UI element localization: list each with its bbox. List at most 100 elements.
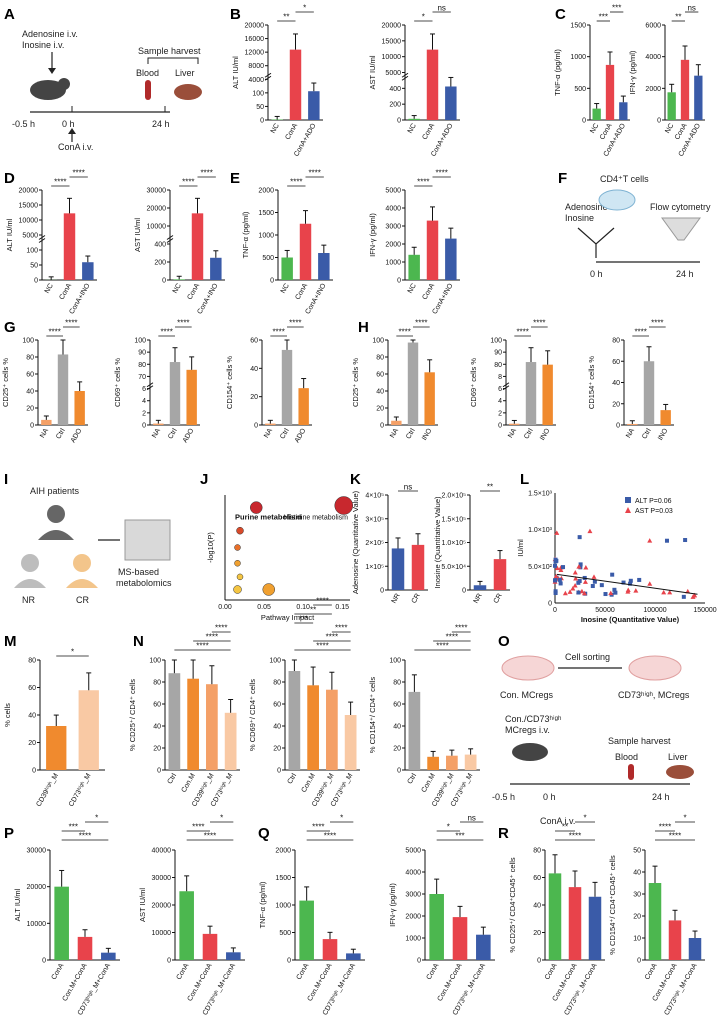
time-neg: -0.5 h <box>12 119 35 129</box>
y-tick-label: 0 <box>616 423 620 430</box>
sig-label: ** <box>562 823 568 832</box>
y-axis-label: CD25⁺ cells % <box>1 358 10 407</box>
sig-label: **** <box>436 642 448 651</box>
y-tick-label: 4 <box>142 398 146 405</box>
y-tick-label: 6 <box>142 386 146 393</box>
y-tick-label: 60 <box>26 372 34 379</box>
y-tick-label: 0 <box>380 588 384 595</box>
bar <box>299 901 314 960</box>
y-axis-label: CD154⁺ cells % <box>587 356 596 409</box>
sig-label: **** <box>455 624 467 633</box>
converge-arrows <box>578 228 614 244</box>
y-axis-label: AST IU/ml <box>138 888 147 922</box>
sig-label: **** <box>196 642 208 651</box>
sig-label: **** <box>200 169 212 178</box>
bar <box>308 91 319 120</box>
o-liver: Liver <box>668 752 688 762</box>
x-category-label: INO <box>421 427 434 442</box>
y-tick-label: 10000 <box>27 921 47 928</box>
y-axis-label: IFN-γ (pg/ml) <box>388 883 397 927</box>
y-tick-label: 1000 <box>258 233 274 240</box>
sig-label: **** <box>669 832 681 841</box>
blood-label: Blood <box>136 68 159 78</box>
panel-letter-H: H <box>358 319 369 336</box>
x-category-label: Ctrl <box>405 427 417 440</box>
y-tick-label: 80 <box>376 355 384 362</box>
panel-letter-N: N <box>133 633 144 650</box>
y-tick-label: 5000 <box>22 233 38 240</box>
y-tick-label: 2000 <box>258 188 274 195</box>
bar <box>619 102 627 120</box>
bar <box>323 939 338 960</box>
y-axis-label: TNF-α (pg/ml) <box>241 211 250 258</box>
bar <box>509 424 519 425</box>
label-purine: Purine metabolism <box>235 513 302 522</box>
y-tick-label: 100 <box>372 338 384 345</box>
legend-alt: ALT P=0.06 <box>635 498 672 505</box>
x-category-label: NA <box>389 427 400 439</box>
pathway-point <box>237 527 244 534</box>
bar <box>206 684 218 770</box>
bar <box>644 361 654 425</box>
panel-letter-M: M <box>4 633 17 650</box>
y-axis-label: CD69⁺ cells % <box>113 358 122 407</box>
x-category-label: NC <box>589 123 600 135</box>
x-category-label: NC <box>280 283 291 295</box>
alt-point <box>629 579 633 583</box>
sig-label: **** <box>72 169 84 178</box>
y-tick-label: 5000 <box>385 70 401 77</box>
y-tick-label: 100 <box>389 658 401 665</box>
cr-head-icon <box>73 554 91 572</box>
panel-letter-K: K <box>350 471 361 488</box>
y-tick-label: 0 <box>397 118 401 125</box>
y-axis-label: CD154⁺ cells % <box>225 356 234 409</box>
bar <box>392 548 405 590</box>
con-mcregs-label: Con. MCregs <box>500 690 554 700</box>
cell-dish-icon <box>599 190 635 210</box>
ast-point <box>647 581 652 586</box>
cr-body-icon <box>66 579 98 588</box>
bar <box>526 362 536 425</box>
y-tick-label: 4000 <box>248 77 264 84</box>
x-category-label: Con.M+ConA <box>307 962 334 1002</box>
sig-label: **** <box>398 328 410 337</box>
y-tick-label: 1×10⁵ <box>365 564 384 571</box>
y-tick-label: 3000 <box>385 224 401 231</box>
pathway-point <box>235 560 241 566</box>
o-blood-icon <box>628 764 634 780</box>
x-tick-label: 150000 <box>693 607 716 614</box>
x-category-label: NA <box>507 427 518 439</box>
bar <box>46 726 66 770</box>
y-tick-label: 1000 <box>385 260 401 267</box>
y-axis-label: AST IU/ml <box>133 218 142 252</box>
y-tick-label: 8 <box>498 374 502 381</box>
o-blood: Blood <box>615 752 638 762</box>
alt-point <box>561 565 565 569</box>
panel-i-schematic: AIH patients NR CR MS-based metabolomics <box>14 486 172 605</box>
y-tick-label: 1500 <box>258 210 274 217</box>
bar <box>74 391 84 425</box>
x-tick-label: 0.10 <box>296 604 310 611</box>
ast-point <box>583 579 588 584</box>
x-category-label: Ctrl <box>167 772 179 785</box>
bar <box>453 917 468 960</box>
panel-letter-F: F <box>558 170 567 187</box>
bar <box>408 343 418 425</box>
sig-label: *** <box>599 13 608 22</box>
y-tick-label: 200 <box>389 102 401 109</box>
mix-label: Con./CD73ʰⁱᵍʰ <box>505 714 562 724</box>
y-tick-label: 10000 <box>152 930 172 937</box>
y-axis-label: CD25⁺ cells % <box>351 358 360 407</box>
f-time-0: 0 h <box>590 269 603 279</box>
x-category-label: NC <box>407 283 418 295</box>
sig-label: **** <box>160 328 172 337</box>
x-category-label: NA <box>263 427 274 439</box>
bar <box>153 424 163 425</box>
y-tick-label: 2 <box>142 410 146 417</box>
